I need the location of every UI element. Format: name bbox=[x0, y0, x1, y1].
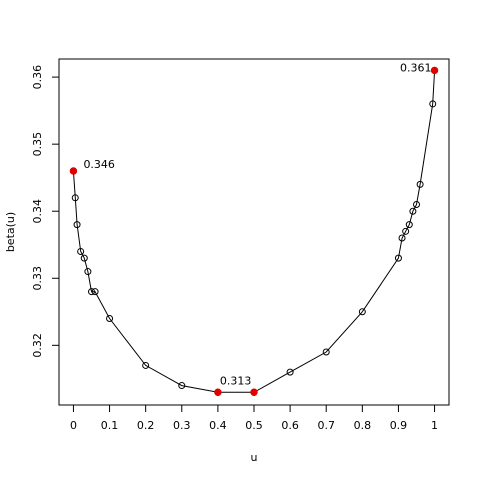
x-tick-label: 0.5 bbox=[245, 419, 263, 432]
x-tick-label: 0.8 bbox=[354, 419, 372, 432]
data-point bbox=[84, 268, 92, 276]
x-tick-label: 0.2 bbox=[137, 419, 155, 432]
data-point bbox=[405, 221, 413, 229]
data-point bbox=[178, 382, 186, 390]
plot-frame bbox=[58, 58, 450, 406]
x-tick-label: 0.4 bbox=[209, 419, 227, 432]
data-point bbox=[413, 201, 420, 209]
x-tick-label: 0.7 bbox=[317, 419, 335, 432]
x-tick-label: 0.1 bbox=[101, 419, 119, 432]
highlight-point bbox=[250, 388, 258, 396]
data-point bbox=[322, 348, 330, 356]
data-point bbox=[88, 288, 95, 296]
data-point bbox=[142, 361, 150, 369]
data-point bbox=[106, 315, 114, 322]
data-point bbox=[398, 234, 406, 242]
x-tick-label: 0 bbox=[70, 419, 77, 432]
highlighted-points: 0.346 0.313 0.361 bbox=[69, 61, 439, 396]
x-tick-label: 0.6 bbox=[281, 419, 299, 432]
y-tick-label: 0.32 bbox=[31, 333, 44, 358]
x-axis: 0 0.1 0.2 0.3 0.4 0.5 0.6 0.7 0.8 0.9 1 bbox=[70, 405, 438, 432]
data-point bbox=[286, 368, 294, 376]
data-point bbox=[409, 207, 417, 215]
y-axis-title: beta(u) bbox=[4, 212, 17, 252]
data-point bbox=[416, 180, 424, 188]
data-point bbox=[80, 254, 88, 262]
highlight-point bbox=[69, 167, 78, 175]
highlight-point bbox=[214, 388, 222, 396]
highlight-label: 0.313 bbox=[220, 374, 252, 387]
data-point bbox=[358, 308, 366, 316]
series-line bbox=[72, 70, 436, 393]
x-tick-label: 0.3 bbox=[173, 419, 191, 432]
data-point bbox=[71, 194, 79, 202]
data-point bbox=[429, 100, 437, 108]
data-point bbox=[91, 288, 99, 296]
highlight-label: 0.346 bbox=[83, 158, 115, 171]
highlight-label: 0.361 bbox=[400, 61, 432, 74]
y-tick-label: 0.36 bbox=[31, 65, 44, 90]
y-tick-label: 0.33 bbox=[31, 266, 44, 291]
y-tick-label: 0.34 bbox=[31, 199, 44, 224]
x-axis-title: u bbox=[251, 451, 258, 464]
data-point bbox=[73, 221, 81, 229]
x-tick-label: 0.9 bbox=[390, 419, 408, 432]
data-point bbox=[402, 227, 410, 235]
highlight-point bbox=[430, 66, 439, 75]
data-point bbox=[77, 247, 85, 255]
data-point bbox=[394, 254, 402, 262]
y-tick-label: 0.35 bbox=[31, 132, 44, 157]
y-axis: 0.32 0.33 0.34 0.35 0.36 bbox=[31, 65, 59, 358]
x-tick-label: 1 bbox=[431, 419, 438, 432]
data-points bbox=[69, 66, 439, 396]
